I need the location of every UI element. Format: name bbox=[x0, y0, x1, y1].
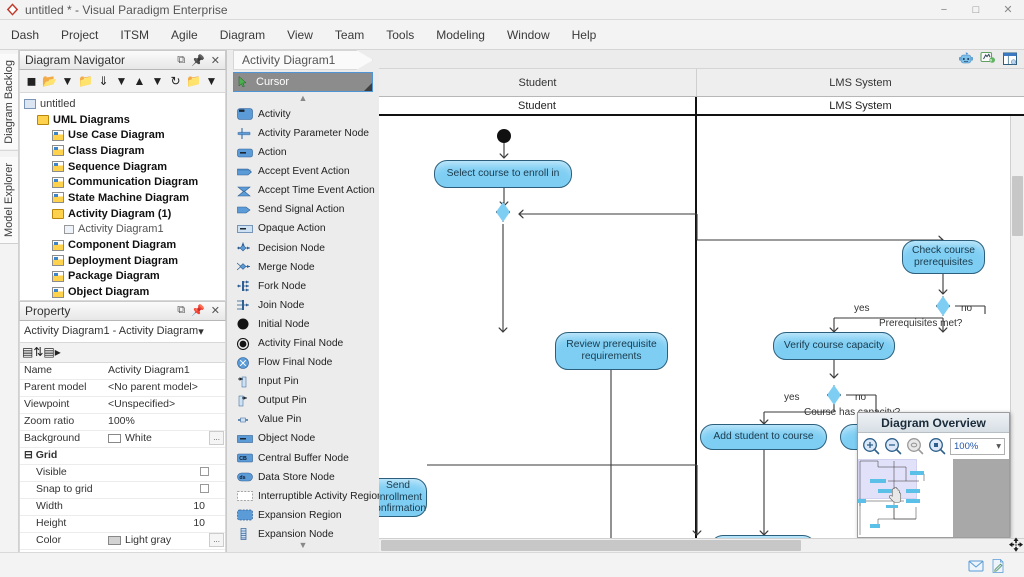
svg-text:9: 9 bbox=[990, 58, 992, 62]
